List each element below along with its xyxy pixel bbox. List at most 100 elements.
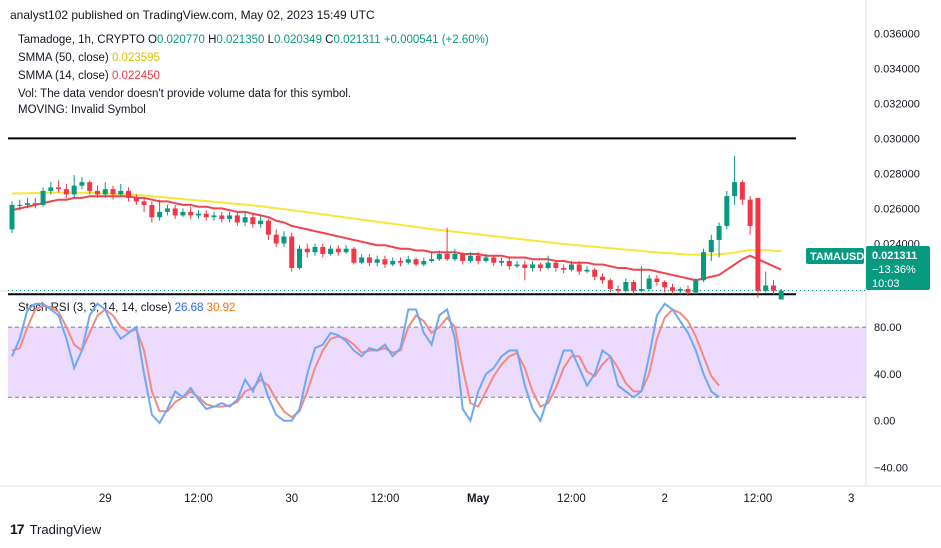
candle	[48, 182, 54, 195]
stoch-band	[8, 327, 866, 398]
price-tick-label: 0.032000	[874, 98, 920, 110]
candle-body	[770, 285, 776, 291]
time-tick-label: 12:00	[184, 493, 213, 505]
candle-body	[343, 248, 349, 253]
candle-body	[592, 269, 598, 277]
candle	[553, 260, 559, 272]
candle	[662, 280, 668, 293]
candle	[390, 257, 396, 267]
candle-body	[568, 264, 574, 270]
candle	[600, 273, 606, 284]
candle	[63, 183, 69, 198]
candle	[87, 180, 93, 195]
time-tick-label: 30	[285, 493, 298, 505]
candle-body	[452, 253, 458, 260]
price-tag-countdown: 10:03	[872, 278, 900, 290]
publisher-note: analyst102 published on TradingView.com,…	[10, 8, 375, 22]
candle	[561, 264, 567, 274]
candle	[763, 271, 769, 293]
candle	[436, 250, 442, 261]
candle-body	[638, 289, 644, 291]
candle	[17, 199, 23, 211]
candle-body	[436, 253, 442, 260]
candle	[576, 260, 582, 275]
candle	[219, 211, 225, 223]
candle-body	[203, 213, 209, 218]
candle	[180, 208, 186, 218]
candle-body	[227, 215, 233, 219]
stoch-d-value: 30.92	[206, 302, 236, 314]
candle	[421, 257, 427, 267]
candle-body	[778, 290, 784, 300]
candle	[638, 266, 644, 293]
candle	[102, 182, 108, 198]
candle-body	[576, 264, 582, 272]
price-tag-change: −13.36%	[872, 264, 916, 276]
candle-body	[63, 189, 69, 195]
symbol-legend: Tamadoge, 1h, CRYPTO O0.020770 H0.021350…	[18, 34, 489, 46]
candle-body	[195, 213, 201, 216]
sma14-line	[11, 195, 782, 282]
candle	[623, 278, 629, 293]
candle	[312, 243, 318, 256]
candle	[615, 285, 621, 295]
candle	[343, 245, 349, 254]
candle-body	[118, 190, 124, 195]
candle	[483, 253, 489, 263]
candle	[335, 245, 341, 256]
candle	[250, 213, 256, 228]
stoch-tick-label: 0.00	[874, 416, 895, 428]
candle	[669, 283, 675, 295]
candle	[296, 245, 302, 270]
candle-body	[561, 267, 567, 270]
candle	[685, 285, 691, 297]
candle-body	[654, 278, 660, 282]
candle-body	[312, 246, 318, 253]
change-value: +0.000541 (+2.60%)	[383, 34, 489, 46]
candle-body	[662, 281, 668, 288]
candle-body	[234, 215, 240, 223]
volume-note: Vol: The data vendor doesn't provide vol…	[18, 88, 352, 100]
candle	[732, 155, 738, 205]
brand: 17 TradingView	[10, 521, 101, 537]
candle-body	[421, 260, 427, 265]
candle	[56, 180, 62, 193]
candle	[133, 194, 139, 205]
candle-body	[126, 190, 132, 198]
candle	[693, 278, 699, 295]
candle-body	[320, 246, 326, 254]
candle	[227, 211, 233, 223]
candle	[631, 280, 637, 295]
candle	[258, 215, 264, 228]
high-value: 0.021350	[216, 34, 265, 46]
candle-body	[623, 281, 629, 291]
moving-note: MOVING: Invalid Symbol	[18, 104, 146, 116]
symbol-name: Tamadoge, 1h, CRYPTO	[18, 34, 145, 46]
candle	[444, 227, 450, 261]
candle-body	[530, 264, 536, 268]
candle-body	[296, 248, 302, 268]
candle	[460, 252, 466, 265]
candle	[366, 253, 372, 267]
candle-body	[188, 211, 194, 216]
candle-body	[615, 289, 621, 291]
candle-body	[335, 248, 341, 253]
time-tick-label: 2	[661, 493, 667, 505]
candle-body	[250, 217, 256, 225]
candle-body	[87, 182, 93, 191]
candle	[405, 255, 411, 265]
price-tag	[866, 246, 930, 290]
candle-body	[180, 211, 186, 216]
candle-body	[351, 248, 357, 263]
candle	[398, 257, 403, 267]
sma50-line	[11, 191, 782, 256]
candle-body	[281, 236, 287, 244]
time-tick-label: 12:00	[557, 493, 586, 505]
candle-body	[514, 264, 520, 267]
candle-body	[537, 264, 543, 268]
candle	[646, 274, 652, 291]
candle	[537, 262, 543, 272]
candle-body	[607, 280, 613, 289]
candle	[452, 248, 458, 261]
